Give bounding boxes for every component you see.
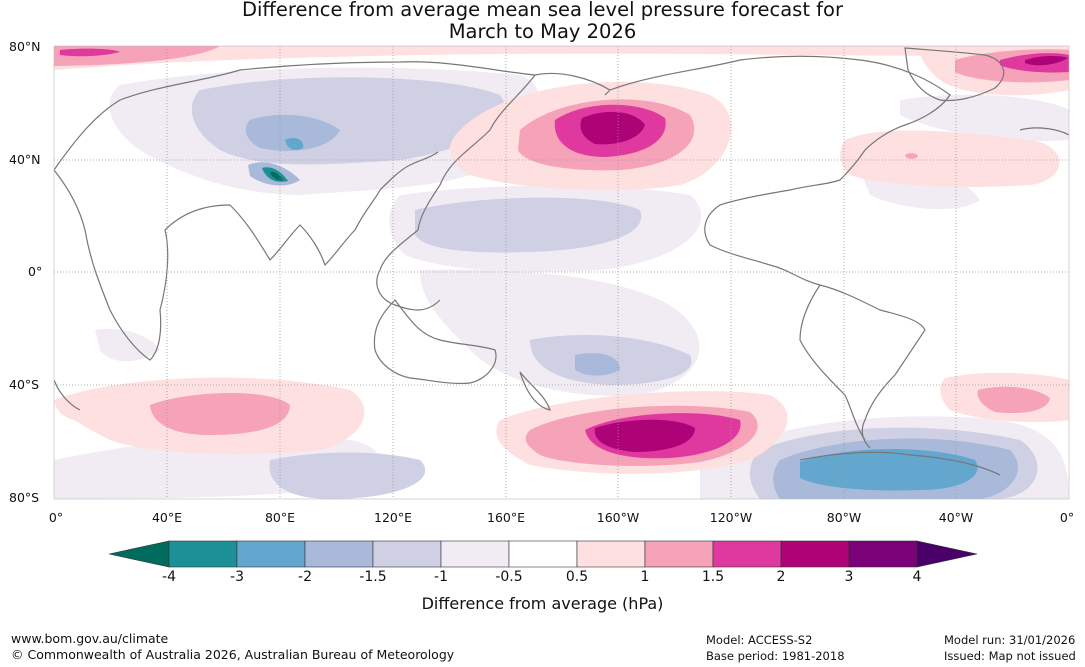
footer-issued: Issued: Map not issued — [944, 649, 1076, 663]
colorbar-tick-label: -0.5 — [495, 569, 523, 585]
colorbar-tick-label: -3 — [230, 569, 244, 585]
lat-label-0: 0° — [28, 264, 43, 279]
footer-model: Model: ACCESS-S2 — [706, 633, 813, 647]
footer-model-run: Model run: 31/01/2026 — [944, 633, 1076, 647]
colorbar-tick-label: 3 — [844, 569, 854, 585]
map-title-line-1: Difference from average mean sea level p… — [242, 0, 843, 21]
colorbar-tick-label: 2 — [776, 569, 786, 585]
lon-label-0-right: 0° — [1059, 510, 1075, 525]
lon-label-40w: 40°W — [938, 510, 974, 525]
pressure-anomaly-field — [54, 46, 1069, 499]
colorbar-over-arrow — [916, 540, 978, 568]
colorbar-segment — [712, 540, 782, 568]
lat-label-80s: 80°S — [9, 490, 40, 505]
colorbar-tick-label: -1.5 — [359, 569, 387, 585]
lon-label-120e: 120°E — [373, 510, 413, 525]
colorbar — [108, 540, 978, 568]
map-title-line-2: March to May 2026 — [448, 20, 637, 43]
colorbar-tick-label: 1.5 — [701, 569, 725, 585]
lon-label-120w: 120°W — [709, 510, 753, 525]
colorbar-under-arrow — [108, 540, 170, 568]
colorbar-segment — [440, 540, 510, 568]
graticule — [54, 46, 1069, 499]
lon-label-0-left: 0° — [48, 510, 64, 525]
lat-label-40n: 40°N — [9, 152, 41, 167]
colorbar-segment — [780, 540, 850, 568]
colorbar-tick-label: -4 — [162, 569, 176, 585]
footer-url: www.bom.gov.au/climate — [11, 631, 169, 646]
lon-label-40e: 40°E — [151, 510, 183, 525]
colorbar-segment — [168, 540, 238, 568]
colorbar-segment — [644, 540, 714, 568]
colorbar-tick-label: 1 — [640, 569, 650, 585]
footer-base-period: Base period: 1981-2018 — [706, 649, 845, 663]
colorbar-segment — [372, 540, 442, 568]
lon-label-80e: 80°E — [264, 510, 296, 525]
lon-label-160e: 160°E — [486, 510, 526, 525]
colorbar-segment — [848, 540, 918, 568]
lon-label-160w: 160°W — [596, 510, 640, 525]
coastlines — [54, 47, 1069, 476]
colorbar-tick-label: 0.5 — [565, 569, 589, 585]
colorbar-title: Difference from average (hPa) — [421, 594, 664, 613]
footer-copyright: © Commonwealth of Australia 2026, Austra… — [11, 647, 455, 662]
lat-label-40s: 40°S — [9, 377, 40, 392]
colorbar-tick-label: -2 — [298, 569, 312, 585]
colorbar-segment — [304, 540, 374, 568]
lat-label-80n: 80°N — [9, 39, 41, 54]
colorbar-tick-label: 4 — [912, 569, 922, 585]
colorbar-segment — [236, 540, 306, 568]
colorbar-tick-label: -1 — [434, 569, 448, 585]
colorbar-segment — [576, 540, 646, 568]
colorbar-segment — [508, 540, 578, 568]
map-frame — [53, 45, 1070, 500]
lon-label-80w: 80°W — [826, 510, 862, 525]
